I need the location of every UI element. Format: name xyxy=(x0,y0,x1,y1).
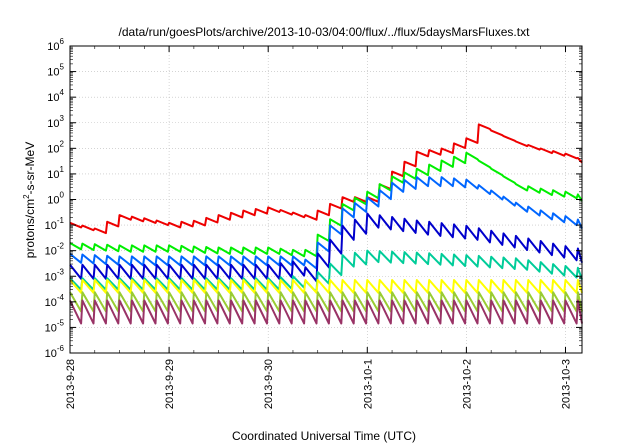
y-tick-label: 10-5 xyxy=(45,318,65,334)
series-line-3 xyxy=(69,176,583,270)
series-line-1 xyxy=(69,123,583,235)
y-tick-label: 101 xyxy=(47,165,64,181)
tick-marks xyxy=(69,45,582,354)
y-tick-label: 102 xyxy=(47,139,64,155)
y-tick-label: 10-4 xyxy=(45,293,65,309)
y-tick-label: 105 xyxy=(47,63,64,79)
y-tick-label: 10-1 xyxy=(45,216,65,232)
y-tick-label: 104 xyxy=(47,88,64,104)
chart-title: /data/run/goesPlots/archive/2013-10-03/0… xyxy=(119,25,531,39)
y-tick-label: 10-2 xyxy=(45,242,65,258)
x-tick-labels: 2013-9-28 2013-9-29 2013-9-30 2013-10-1 2013… xyxy=(65,359,572,409)
x-tick-label: 2013-10-3 xyxy=(560,359,572,409)
y-tick-label: 100 xyxy=(47,191,64,207)
series-layer xyxy=(69,123,583,325)
y-tick-label: 10-3 xyxy=(45,267,65,283)
x-tick-label: 2013-9-28 xyxy=(65,359,77,409)
series-line-4 xyxy=(69,212,583,283)
y-tick-labels: 10-6 10-5 10-4 10-3 10-2 10-1 100 101 102 103 104 1… xyxy=(45,37,65,360)
y-tick-label: 106 xyxy=(47,37,64,53)
x-tick-label: 2013-9-29 xyxy=(164,359,176,409)
series-line-8 xyxy=(69,299,583,325)
series-line-6 xyxy=(69,279,583,294)
x-tick-label: 2013-10-1 xyxy=(362,359,374,409)
x-axis-label: Coordinated Universal Time (UTC) xyxy=(232,429,416,443)
x-tick-label: 2013-10-2 xyxy=(461,359,473,409)
y-tick-label: 10-6 xyxy=(45,344,65,360)
x-tick-label: 2013-9-30 xyxy=(263,359,275,409)
y-tick-label: 103 xyxy=(47,114,64,130)
y-axis-label: protons/cm2-s-sr-MeV xyxy=(22,142,37,258)
